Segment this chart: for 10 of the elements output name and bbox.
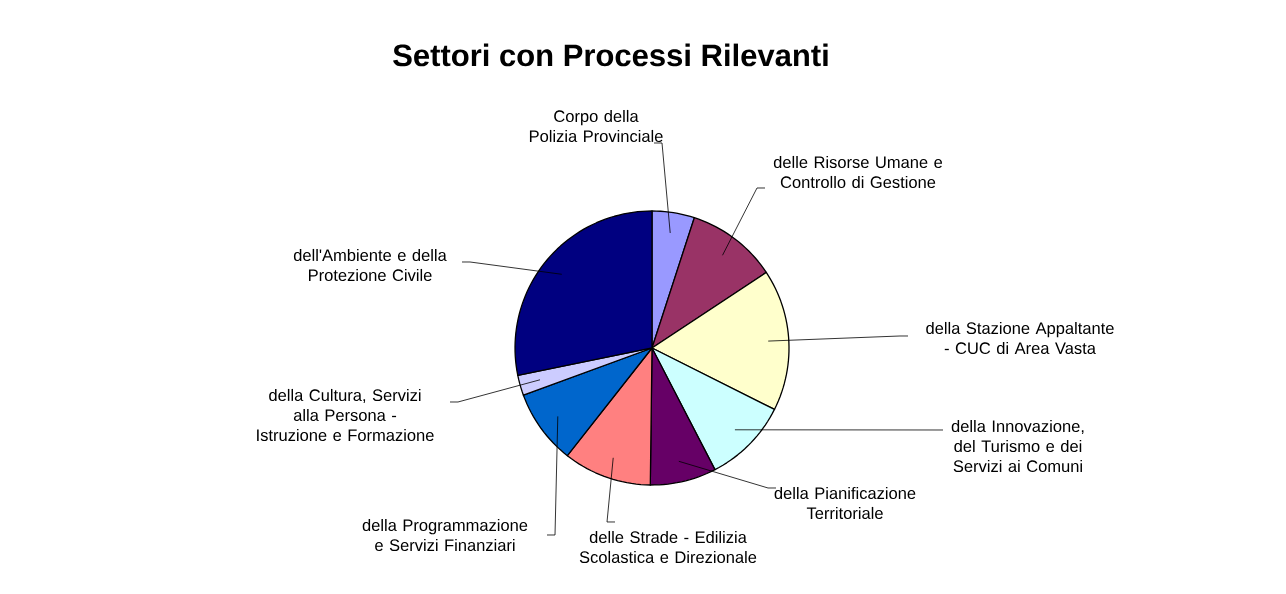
- slice-label: della Innovazione, del Turismo e dei Servizi ai Comuni: [951, 419, 1084, 473]
- slice-label: della Cultura, Servizi alla Persona - Istruzione e Formazione: [257, 388, 434, 442]
- slice-label: della Pianificazione Territoriale: [774, 486, 916, 520]
- slice-label: della Stazione Appaltante - CUC di Area Vasta: [926, 321, 1114, 355]
- slice-label: delle Strade - Edilizia Scolastica e Direzionale: [579, 530, 757, 564]
- slice-label: Corpo della Polizia Provinciale: [529, 109, 663, 143]
- slice-label: delle Risorse Umane e Controllo di Gestione: [773, 155, 943, 189]
- chart-title: Settori con Processi Rilevanti: [393, 43, 828, 67]
- slice-label: dell'Ambiente e della Protezione Civile: [293, 248, 447, 282]
- slice-label: della Programmazione e Servizi Finanziari: [362, 518, 528, 552]
